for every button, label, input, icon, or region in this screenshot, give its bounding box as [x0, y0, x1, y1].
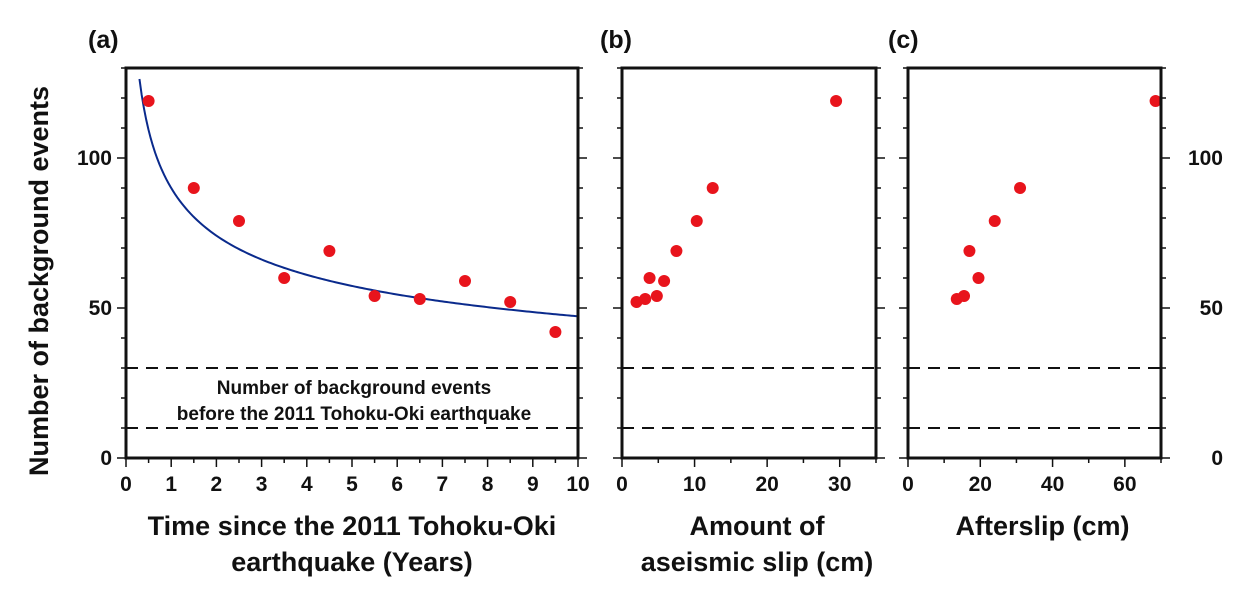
data-point — [233, 215, 245, 227]
x-tick-label: 10 — [566, 473, 589, 496]
y-tick-label: 50 — [89, 297, 112, 320]
data-point — [639, 293, 652, 305]
y-tick-label: 50 — [1200, 297, 1223, 320]
x-tick-label: 40 — [1041, 473, 1064, 496]
panel-label: (b) — [600, 26, 632, 54]
panel-label: (c) — [888, 26, 919, 54]
data-point — [323, 245, 336, 257]
y-tick-label: 100 — [1188, 147, 1223, 170]
data-point — [413, 293, 426, 305]
data-point — [706, 182, 719, 194]
x-tick-label: 5 — [346, 473, 358, 496]
x-axis-title: aseismic slip (cm) — [641, 547, 874, 577]
data-point — [958, 290, 971, 302]
x-tick-label: 0 — [120, 473, 132, 496]
y-tick-label: 0 — [100, 447, 112, 470]
x-tick-label: 30 — [828, 473, 851, 496]
data-point — [670, 245, 683, 257]
y-axis-title: Number of background events — [24, 86, 54, 476]
x-tick-label: 9 — [527, 473, 539, 496]
data-point — [1149, 95, 1162, 107]
data-point — [830, 95, 843, 107]
x-axis-title: Time since the 2011 Tohoku-Oki — [148, 511, 557, 541]
x-tick-label: 20 — [755, 473, 778, 496]
y-tick-label: 0 — [1211, 447, 1223, 470]
data-point — [142, 95, 155, 107]
panel-label: (a) — [88, 26, 119, 54]
x-tick-label: 20 — [969, 473, 992, 496]
x-axis-title: Afterslip (cm) — [955, 511, 1129, 541]
x-tick-label: 1 — [165, 473, 177, 496]
x-tick-label: 8 — [482, 473, 494, 496]
plot-frame — [906, 66, 1163, 460]
x-tick-label: 0 — [902, 473, 914, 496]
x-tick-label: 0 — [616, 473, 628, 496]
x-axis-title: Amount of — [690, 511, 826, 541]
x-tick-label: 4 — [301, 473, 313, 496]
data-point — [658, 275, 671, 287]
plot-frame — [620, 66, 878, 460]
data-point — [549, 326, 562, 338]
data-point — [459, 275, 471, 287]
x-tick-label: 6 — [391, 473, 403, 496]
data-point — [643, 272, 656, 284]
data-point — [690, 215, 703, 227]
panel-a: (a) Number of background events before the… — [77, 26, 590, 577]
y-tick-label: 100 — [77, 147, 112, 170]
data-point — [650, 290, 663, 302]
x-axis-title: earthquake (Years) — [231, 547, 473, 577]
x-tick-label: 2 — [211, 473, 223, 496]
annotation-text: Number of background events — [217, 378, 492, 399]
x-tick-label: 3 — [256, 473, 268, 496]
data-point — [988, 215, 1001, 227]
data-point — [187, 182, 200, 194]
data-point — [368, 290, 381, 302]
x-tick-label: 7 — [437, 473, 449, 496]
data-point — [278, 272, 291, 284]
annotation-text: before the 2011 Tohoku-Oki earthquake — [177, 404, 531, 425]
data-point — [1014, 182, 1027, 194]
x-tick-label: 10 — [683, 473, 706, 496]
x-tick-label: 60 — [1113, 473, 1136, 496]
data-point — [963, 245, 976, 257]
fit-curve — [138, 78, 579, 318]
data-point — [972, 272, 985, 284]
plot-frame — [124, 66, 580, 460]
data-point — [504, 296, 517, 308]
panel-c: (c) 0 20 40 60 0 50 100 Afterslip (cm) — [888, 26, 1223, 541]
